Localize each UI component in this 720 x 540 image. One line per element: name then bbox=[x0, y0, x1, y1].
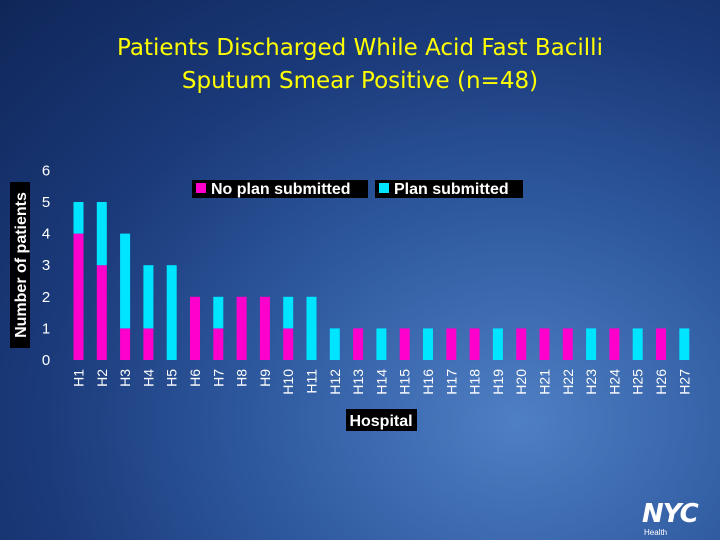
bar-segment-plan-h27 bbox=[679, 328, 690, 360]
x-tick-label: H26 bbox=[653, 369, 669, 395]
bar-segment-plan-h23 bbox=[586, 328, 597, 360]
legend-label-no-plan: No plan submitted bbox=[211, 181, 351, 198]
y-tick-label: 6 bbox=[42, 162, 50, 179]
bar-segment-no-plan-h17 bbox=[446, 328, 457, 360]
bar-segment-no-plan-h13 bbox=[353, 328, 364, 360]
bar-segment-no-plan-h22 bbox=[562, 328, 573, 360]
x-tick-label: H24 bbox=[606, 369, 622, 395]
x-tick-label: H11 bbox=[304, 369, 320, 394]
legend-box-no-plan bbox=[192, 180, 368, 198]
bar-segment-plan-h12 bbox=[329, 328, 340, 360]
x-tick-label: H8 bbox=[234, 369, 250, 387]
bar-segment-plan-h3 bbox=[120, 233, 131, 329]
bar-segment-no-plan-h18 bbox=[469, 328, 480, 360]
bar-segment-no-plan-h8 bbox=[236, 296, 247, 360]
bar-segment-plan-h5 bbox=[166, 265, 177, 360]
bar-segment-no-plan-h9 bbox=[259, 296, 270, 360]
bar-segment-no-plan-h6 bbox=[190, 296, 200, 360]
y-tick-label: 3 bbox=[42, 257, 50, 274]
bar-segment-plan-h14 bbox=[376, 328, 387, 360]
bar-segment-no-plan-h4 bbox=[143, 328, 154, 360]
bar-segment-no-plan-h21 bbox=[539, 328, 550, 360]
bar-segment-no-plan-h15 bbox=[399, 328, 410, 360]
x-axis-title-box bbox=[346, 409, 417, 431]
x-tick-label: H7 bbox=[210, 369, 226, 387]
x-tick-label: H9 bbox=[257, 369, 273, 387]
y-axis-title: Number of patients bbox=[13, 192, 30, 338]
x-tick-label: H5 bbox=[164, 369, 180, 387]
bar-segment-no-plan-h7 bbox=[213, 328, 224, 360]
slide-title-line-1: Patients Discharged While Acid Fast Baci… bbox=[117, 35, 603, 61]
x-tick-label: H27 bbox=[676, 369, 692, 395]
legend-box-plan bbox=[375, 180, 523, 198]
logo-subtitle: Health bbox=[644, 528, 668, 537]
y-axis-ticks: 0 1 2 3 4 5 6 bbox=[42, 162, 50, 369]
bar-segment-plan-h4 bbox=[143, 265, 154, 329]
legend: No plan submitted Plan submitted bbox=[192, 180, 523, 198]
x-tick-label: H21 bbox=[537, 369, 553, 395]
x-axis-title: Hospital bbox=[349, 413, 412, 430]
nyc-health-logo: NYC Health bbox=[642, 499, 714, 537]
bar-segment-plan-h25 bbox=[632, 328, 643, 360]
bar-segment-plan-h11 bbox=[306, 296, 317, 360]
bar-segment-no-plan-h20 bbox=[516, 328, 527, 360]
bar-segment-no-plan-h3 bbox=[120, 328, 131, 360]
x-tick-label: H3 bbox=[117, 369, 133, 387]
x-tick-label: H2 bbox=[94, 369, 110, 387]
x-tick-label: H18 bbox=[467, 369, 483, 395]
y-tick-label: 2 bbox=[42, 289, 50, 306]
bar-segment-plan-h1 bbox=[73, 202, 84, 234]
x-tick-label: H14 bbox=[373, 369, 389, 395]
x-tick-label: H23 bbox=[583, 369, 599, 395]
bar-segment-plan-h19 bbox=[492, 328, 503, 360]
bar-segment-no-plan-h24 bbox=[609, 328, 620, 360]
x-tick-label: H15 bbox=[397, 369, 413, 395]
legend-swatch-no-plan bbox=[196, 183, 206, 193]
bar-segment-plan-h7 bbox=[213, 296, 224, 329]
y-tick-label: 4 bbox=[42, 226, 50, 243]
x-tick-label: H20 bbox=[513, 369, 529, 395]
y-axis-title-group: Number of patients bbox=[10, 182, 30, 348]
x-tick-label: H10 bbox=[280, 369, 296, 395]
x-tick-label: H17 bbox=[443, 369, 459, 395]
bar-segment-no-plan-h2 bbox=[96, 265, 107, 360]
x-axis-title-group: Hospital bbox=[346, 409, 417, 431]
y-tick-label: 1 bbox=[42, 320, 50, 337]
x-tick-label: H6 bbox=[187, 369, 203, 387]
legend-label-plan: Plan submitted bbox=[394, 181, 509, 198]
y-axis-title-box bbox=[10, 182, 30, 348]
bar-segment-plan-h2 bbox=[96, 202, 107, 266]
y-tick-label: 5 bbox=[42, 194, 50, 211]
x-tick-label: H22 bbox=[560, 369, 576, 395]
bar-segment-no-plan-h26 bbox=[656, 328, 666, 360]
y-tick-label: 0 bbox=[42, 352, 50, 369]
x-tick-label: H13 bbox=[350, 369, 366, 395]
x-tick-label: H16 bbox=[420, 369, 436, 395]
slide-title-line-2: Sputum Smear Positive (n=48) bbox=[181, 68, 539, 94]
x-tick-label: H1 bbox=[71, 369, 87, 387]
x-axis-ticks: H1 H2 H3 H4 H5 H6 H7 H8 H9 H10 H11 H12 H13 H14 H15 H16 H… bbox=[71, 369, 693, 395]
bars bbox=[73, 202, 690, 360]
legend-swatch-plan bbox=[379, 183, 389, 193]
x-tick-label: H4 bbox=[140, 369, 156, 387]
x-tick-label: H19 bbox=[490, 369, 506, 395]
x-tick-label: H25 bbox=[630, 369, 646, 395]
bar-segment-plan-h10 bbox=[283, 296, 294, 329]
slide-title: Patients Discharged While Acid Fast Baci… bbox=[0, 32, 720, 98]
bar-segment-no-plan-h10 bbox=[283, 328, 294, 360]
bar-segment-plan-h16 bbox=[423, 328, 433, 360]
x-tick-label: H12 bbox=[327, 369, 343, 395]
logo-mark: NYC bbox=[642, 499, 699, 529]
bar-segment-no-plan-h1 bbox=[73, 233, 84, 360]
